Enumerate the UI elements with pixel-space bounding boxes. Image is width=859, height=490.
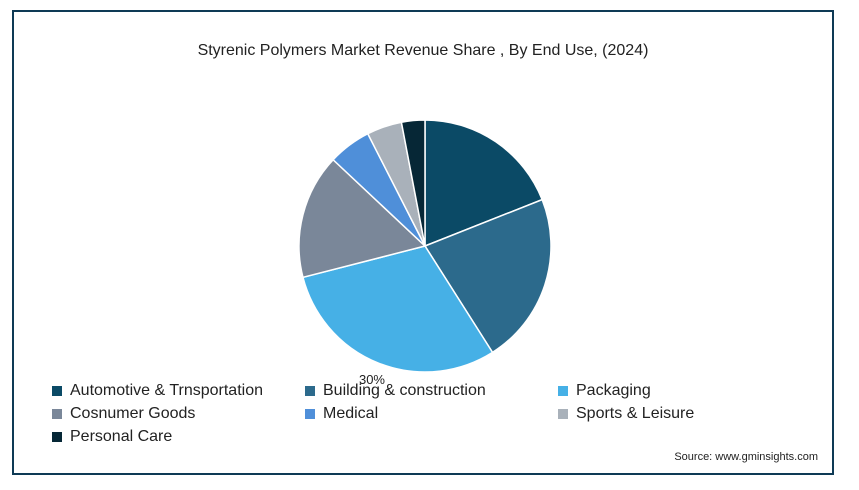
chart-legend: Automotive & Trnsportation Building & con… [52, 380, 812, 447]
source-note: Source: www.gminsights.com [674, 451, 818, 463]
legend-swatch [558, 408, 568, 419]
legend-swatch [305, 385, 315, 396]
chart-frame: Styrenic Polymers Market Revenue Share ,… [12, 10, 834, 475]
legend-item: Medical [305, 403, 558, 424]
legend-item: Automotive & Trnsportation [52, 380, 305, 401]
legend-item: Building & construction [305, 380, 558, 401]
chart-title: Styrenic Polymers Market Revenue Share ,… [197, 42, 649, 59]
legend-label: Cosnumer Goods [70, 404, 196, 422]
legend-swatch [558, 385, 568, 396]
legend-item: Personal Care [52, 426, 305, 447]
legend-item: Cosnumer Goods [52, 403, 305, 424]
legend-label: Building & construction [323, 381, 486, 399]
pie-slice-3 [298, 158, 427, 279]
legend-swatch [52, 385, 62, 396]
legend-swatch [52, 408, 62, 419]
legend-label: Personal Care [70, 427, 173, 445]
legend-item: Sports & Leisure [558, 403, 812, 424]
legend-label: Medical [323, 404, 379, 422]
data-label-0: 30% [359, 372, 385, 387]
pie-slice-1 [423, 198, 552, 354]
legend-swatch [305, 408, 315, 419]
legend-swatch [52, 431, 62, 442]
pie-chart: 30% [298, 119, 552, 387]
legend-label: Packaging [576, 381, 651, 399]
pie-slice-0 [424, 119, 544, 248]
legend-label: Sports & Leisure [576, 404, 695, 422]
pie-slice-2 [302, 245, 494, 373]
pie-slice-6 [400, 119, 426, 247]
legend-label: Automotive & Trnsportation [70, 381, 263, 399]
legend-item: Packaging [558, 380, 812, 401]
